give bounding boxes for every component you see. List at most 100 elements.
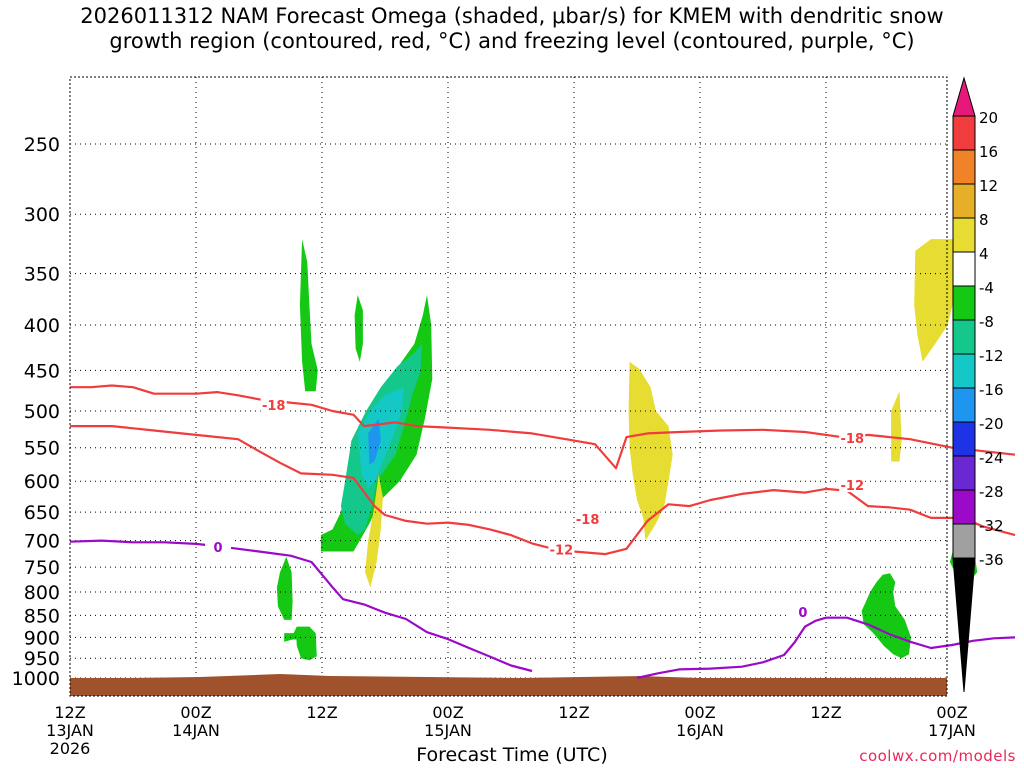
y-tick-350: 350 (24, 264, 60, 286)
label-freezing-1: 0 (214, 541, 223, 556)
omega-region-12 (891, 391, 902, 462)
y-tick-650: 650 (24, 502, 60, 524)
x-tick-60-line2: 16JAN (676, 721, 724, 740)
omega-region-8 (861, 573, 911, 659)
x-tick-24-line1: 12Z (306, 703, 337, 722)
x-axis-title: Forecast Time (UTC) (416, 744, 608, 766)
label-freezing-2-bg (789, 603, 816, 619)
omega-region-3 (276, 556, 293, 620)
colorbar: 20 16 12 8 4 -4 -8 -12 -16 -20 -24 -28 -32 -36 (952, 76, 1004, 693)
x-tick-48-line1: 12Z (558, 703, 589, 722)
x-tick-36-line1: 00Z (432, 703, 463, 722)
label-dendritic-upper-1-bg (260, 396, 287, 412)
colorbar-bin-6 (952, 319, 976, 355)
colorbar-bin-7 (952, 353, 976, 389)
label-dendritic-upper-3-bg (839, 429, 866, 445)
y-tick-250: 250 (24, 134, 60, 156)
label-freezing-1-bg (205, 539, 232, 555)
omega-region-1 (354, 295, 363, 362)
colorbar-label--12: -12 (979, 347, 1004, 365)
omega-region-11 (914, 239, 958, 362)
y-tick-400: 400 (24, 315, 60, 337)
colorbar-bin-4 (952, 251, 976, 287)
y-tick-850: 850 (24, 605, 60, 627)
chart-title: 2026011312 NAM Forecast Omega (shaded, μ… (80, 4, 944, 53)
contour-dendritic-upper (70, 384, 1016, 470)
label-dendritic-lower-2-bg (839, 477, 866, 493)
colorbar-bin-9 (952, 421, 976, 457)
x-tick-0-line1: 12Z (54, 703, 85, 722)
omega-shading (276, 239, 978, 661)
site-credit: coolwx.com/models (859, 747, 1016, 765)
colorbar-label--8: -8 (979, 313, 994, 331)
colorbar-bin-2 (952, 183, 976, 219)
colorbar-bin-10 (952, 455, 976, 491)
label-dendritic-upper-2: -18 (576, 513, 600, 528)
colorbar-bin-11 (952, 489, 976, 525)
colorbar-label-16: 16 (979, 143, 998, 161)
colorbar-label--28: -28 (979, 483, 1004, 501)
colorbar-bin-8 (952, 387, 976, 423)
colorbar-bin-12 (952, 523, 976, 559)
contour-dendritic-lower (70, 425, 1016, 556)
colorbar-bin-1 (952, 149, 976, 185)
y-tick-450: 450 (24, 360, 60, 382)
plot-border (69, 76, 948, 697)
colorbar-label-4: 4 (979, 245, 989, 263)
colorbar-label--36: -36 (979, 551, 1004, 569)
x-tick-84-line2: 17JAN (928, 721, 976, 740)
colorbar-label--20: -20 (979, 415, 1004, 433)
y-tick-750: 750 (24, 557, 60, 579)
contour-freezing-level (69, 539, 533, 673)
terrain-band (70, 674, 947, 696)
colorbar-label--24: -24 (979, 449, 1004, 467)
y-tick-900: 900 (24, 627, 60, 649)
x-tick-0-line2: 13JAN (46, 721, 94, 740)
omega-region-0 (299, 239, 318, 392)
colorbar-label--16: -16 (979, 381, 1004, 399)
x-tick-36-line2: 15JAN (424, 721, 472, 740)
label-dendritic-lower-1-bg (548, 541, 575, 557)
colorbar-label--32: -32 (979, 517, 1004, 535)
colorbar-label-12: 12 (979, 177, 998, 195)
y-axis: 2503003504004505005506006507007508008509… (12, 134, 60, 690)
y-tick-800: 800 (24, 582, 60, 604)
colorbar-label-8: 8 (979, 211, 989, 229)
pressure-gridlines (70, 77, 947, 696)
colorbar-top-arrow (952, 76, 976, 117)
label-freezing-2: 0 (798, 606, 807, 621)
x-tick-72-line1: 12Z (810, 703, 841, 722)
omega-region-13 (365, 474, 383, 588)
x-tick-0-line3: 2026 (50, 739, 91, 758)
y-tick-950: 950 (24, 648, 60, 670)
colorbar-label--4: -4 (979, 279, 994, 297)
x-tick-12-line2: 14JAN (172, 721, 220, 740)
colorbar-bin-3 (952, 217, 976, 253)
omega-region-10 (628, 361, 673, 541)
x-tick-84-line1: 00Z (936, 703, 967, 722)
colorbar-bottom-arrow (952, 557, 976, 693)
y-tick-1000: 1000 (12, 668, 60, 690)
y-tick-600: 600 (24, 471, 60, 493)
label-dendritic-lower-1: -12 (550, 543, 574, 558)
x-tick-12-line1: 00Z (180, 703, 211, 722)
colorbar-bin-0 (952, 115, 976, 151)
colorbar-label-20: 20 (979, 109, 998, 127)
y-tick-300: 300 (24, 204, 60, 226)
omega-region-7 (368, 418, 381, 465)
y-tick-550: 550 (24, 438, 60, 460)
plot-frame (69, 76, 948, 697)
label-dendritic-upper-3: -18 (841, 432, 865, 447)
omega-region-2 (284, 626, 317, 661)
label-dendritic-upper-2-bg (574, 511, 601, 527)
y-tick-500: 500 (24, 401, 60, 423)
colorbar-bin-5 (952, 285, 976, 321)
terrain-fill (70, 674, 947, 696)
x-tick-60-line1: 00Z (684, 703, 715, 722)
label-dendritic-upper-1: -18 (262, 399, 286, 414)
y-tick-700: 700 (24, 531, 60, 553)
label-dendritic-lower-2: -12 (841, 479, 865, 494)
